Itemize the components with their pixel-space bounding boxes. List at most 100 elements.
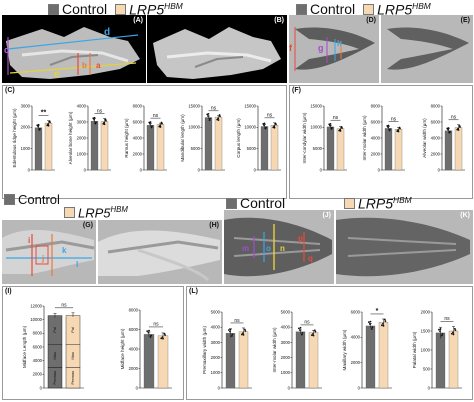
significance-label: ns [97,108,103,114]
y-tick-label: 6000 [371,119,381,124]
legend-label-lrp5: LRP5HBM [358,195,412,212]
y-tick-label: 4000 [77,103,87,108]
y-tick-label: 2000 [431,151,441,156]
data-point [95,121,97,124]
significance-label: ns [211,106,217,112]
y-axis-label: Mandibular length (μm) [180,114,185,162]
chart-l2: Inter-molar width (μm) 0 1000 2000 3000 4000 5… [272,309,322,390]
significance-label: ns [333,115,339,121]
y-tick-label: 1500 [421,328,431,333]
y-tick-label: 8000 [33,331,43,336]
chart-l4: Palatal width (μm) 0 500 1000 1500 2000 ns [412,309,462,390]
data-point [301,331,304,334]
data-point [227,329,230,331]
panel-f-mandible-widths: (F) [289,85,473,199]
bar-control [143,334,155,389]
y-tick-label: 6000 [133,119,143,124]
data-point [243,328,246,331]
data-point [263,124,265,127]
data-point [94,122,97,125]
y-tick-label: 12000 [30,303,42,308]
bar-segment-label: Premax [52,371,57,385]
y-axis-label: Inter-condylar width (μm) [302,112,307,163]
data-point [331,126,333,129]
y-tick-label: 1000 [211,370,221,375]
data-point [439,330,441,333]
y-tick-label: 2000 [371,151,381,156]
data-point [93,118,95,121]
annotation-j: j [42,254,45,263]
data-point [447,128,449,131]
data-point [230,335,233,337]
data-point [37,123,40,126]
y-tick-label: 6000 [129,327,139,332]
data-point [160,337,163,340]
y-axis-label: Alveolar bone height (μm) [68,111,73,164]
data-point [209,117,211,120]
y-tick-label: 0 [28,167,31,172]
y-axis-label: Midface Length (μm) [22,325,27,368]
y-tick-label: 2000 [133,151,143,156]
y-tick-label: 10000 [30,317,42,322]
bar-control [90,121,99,171]
legend-mid-left: Control [4,192,68,207]
data-point [147,331,150,334]
y-tick-label: 2000 [281,355,291,360]
data-point [383,318,386,321]
data-point [440,334,443,337]
data-point [369,320,372,323]
bar-segment-label: Max [52,352,57,360]
data-point [329,122,332,125]
y-tick-label: 6000 [33,344,43,349]
y-axis-label: Alveolar width (μm) [422,118,427,158]
bar-segment-label: Premax [70,371,75,385]
data-point [208,119,211,122]
image-panel-k-palate-lrp5: (K) [336,210,473,284]
y-axis-label: Midface height (μm) [120,328,125,369]
y-tick-label: 5000 [191,146,201,151]
data-point [263,122,266,125]
data-point [312,334,315,337]
data-point [399,127,401,130]
y-tick-label: 2000 [77,135,87,140]
panel-label-g: (G) [82,222,93,229]
data-point [242,332,244,335]
y-tick-label: 4000 [33,358,43,363]
image-panel-e-mandible-top-lrp5: (E) [381,15,473,83]
data-point [387,126,389,129]
image-panel-d-mandible-top-control: (D) f g h [289,15,379,83]
y-tick-label: 3000 [281,340,291,345]
data-point [370,328,373,330]
significance-label: * [376,308,379,315]
chart-f1: Inter-condylar width (μm) 0 5000 10000 15000… [302,103,347,172]
image-panel-h-skull-lateral-lrp5: (H) [98,220,222,284]
y-tick-label: 8000 [129,307,139,312]
skull-illustration [98,230,220,282]
y-tick-label: 1000 [421,347,431,352]
panel-label-c: (C) [5,87,15,94]
data-point [452,333,455,336]
legend-label-control: Control [62,1,108,18]
y-tick-label: 1000 [281,370,291,375]
bar-lrp5 [394,129,403,171]
bar-lrp5 [214,116,223,171]
panel-label-j: (J) [322,212,331,219]
y-axis-label: Maxillary width (μm) [342,329,347,370]
data-point [273,125,275,128]
y-tick-label: 2000 [351,360,361,365]
data-point [367,321,370,324]
y-axis-label: Corpus length (μm) [236,118,241,158]
data-point [454,329,457,331]
annotation-n: n [280,244,285,253]
y-tick-label: 0 [320,167,323,172]
data-point [457,127,459,130]
data-point [371,326,374,329]
bar-lrp5 [448,330,459,389]
y-tick-label: 1000 [21,146,31,151]
annotation-l: l [76,260,79,269]
y-tick-label: 8000 [431,103,441,108]
data-point [217,117,219,120]
annotation-k: k [62,246,67,255]
data-point [150,334,152,337]
data-point [437,328,440,331]
